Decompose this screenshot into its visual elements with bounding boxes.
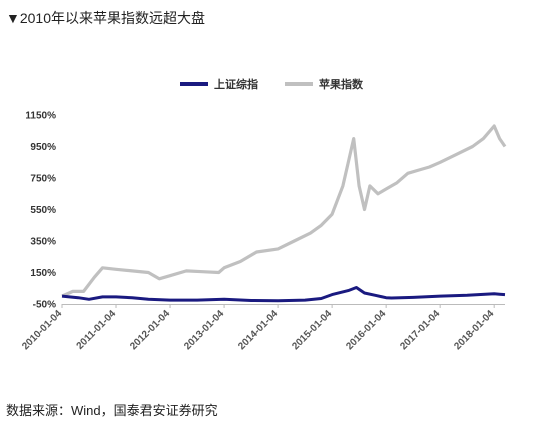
chart-caption: ▼2010年以来苹果指数远超大盘 [6,10,206,26]
y-tick-label: 550% [30,205,56,216]
y-tick-label: 350% [30,237,56,248]
x-axis: 2010-01-04 2011-01-04 2012-01-04 2013-01-04… [20,304,505,352]
line-chart: 上证综指 苹果指数 1150% 950% 750% 550% 350% 150% -50% 2… [20,77,507,352]
x-tick-label: 2012-01-04 [128,308,172,352]
y-tick-label: -50% [33,300,56,311]
x-tick-label: 2017-01-04 [398,308,442,352]
y-tick-label: 950% [30,142,56,153]
plot-area [61,124,507,303]
x-tick-label: 2013-01-04 [182,308,226,352]
x-tick-label: 2016-01-04 [344,308,388,352]
y-tick-label: 750% [30,174,56,185]
y-tick-label: 1150% [25,111,56,122]
legend: 上证综指 苹果指数 [180,77,364,91]
legend-label-1: 苹果指数 [319,77,364,91]
x-tick-label: 2011-01-04 [75,308,119,352]
series-line-0 [61,286,506,303]
data-source-note: 数据来源：Wind，国泰君安证券研究 [6,403,218,418]
y-tick-label: 150% [30,268,56,279]
x-tick-label: 2015-01-04 [290,308,334,352]
legend-label-0: 上证综指 [214,77,258,91]
series-line-1 [61,124,507,298]
x-tick-label: 2010-01-04 [20,308,64,352]
x-tick-label: 2018-01-04 [452,308,496,352]
y-axis: 1150% 950% 750% 550% 350% 150% -50% [25,111,56,311]
x-tick-label: 2014-01-04 [236,308,280,352]
